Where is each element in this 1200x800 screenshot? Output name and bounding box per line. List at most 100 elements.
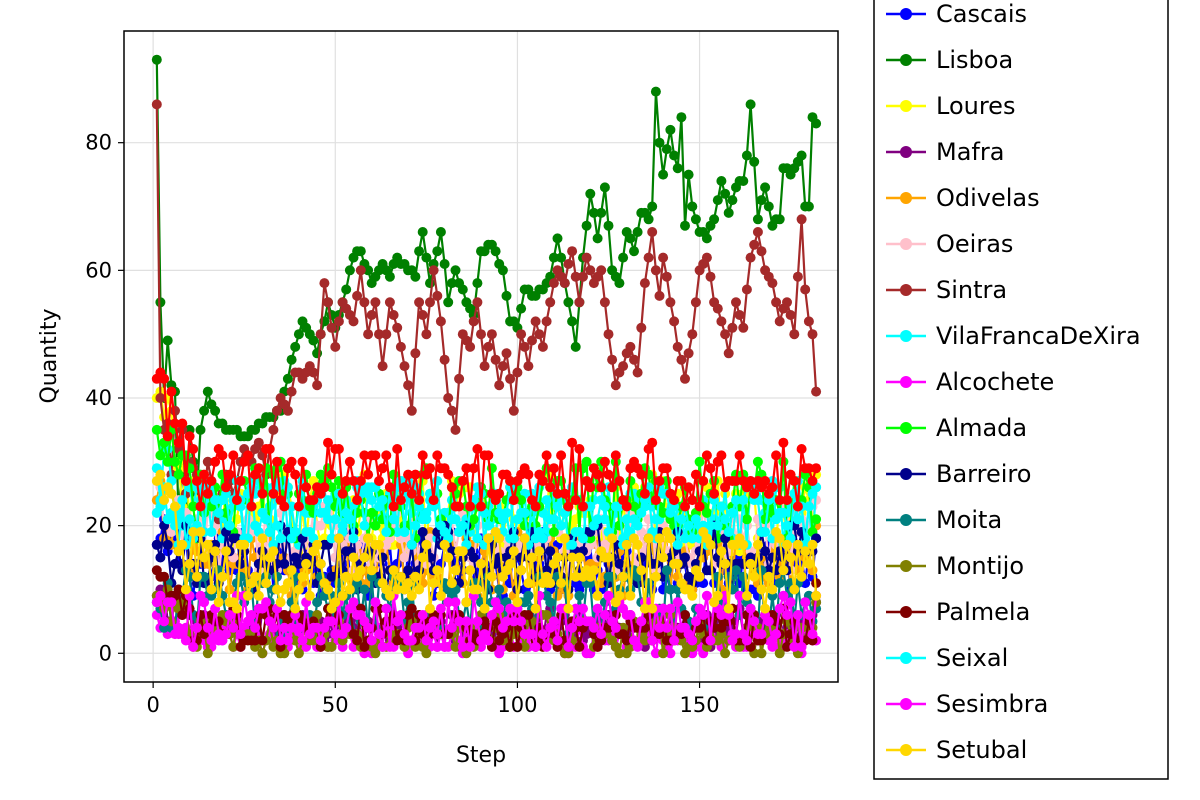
data-point	[279, 558, 290, 569]
data-point	[435, 316, 446, 327]
data-point	[720, 648, 731, 659]
data-point	[184, 514, 195, 525]
data-point	[377, 641, 388, 652]
data-point	[516, 565, 527, 576]
data-point	[658, 552, 669, 563]
data-point	[570, 603, 581, 614]
data-point	[359, 584, 370, 595]
data-point	[308, 335, 319, 346]
data-point	[363, 622, 374, 633]
data-point	[432, 629, 443, 640]
data-point	[355, 265, 366, 276]
data-point	[425, 463, 435, 474]
legend-swatch-marker	[900, 744, 912, 756]
data-point	[625, 590, 636, 601]
data-point	[669, 635, 680, 646]
data-point	[548, 527, 559, 537]
data-point	[680, 610, 690, 620]
data-point	[792, 271, 803, 282]
data-point	[468, 463, 479, 474]
data-point	[796, 571, 807, 582]
data-point	[180, 584, 191, 595]
data-point	[235, 558, 246, 569]
data-point	[811, 118, 822, 129]
data-point	[599, 297, 610, 308]
legend-swatch-marker	[900, 468, 912, 480]
data-point	[665, 603, 676, 614]
data-point	[333, 444, 344, 454]
data-point	[326, 533, 337, 544]
data-point	[541, 495, 552, 506]
data-point	[188, 641, 199, 652]
data-point	[508, 533, 519, 544]
data-point	[384, 482, 395, 493]
data-point	[654, 137, 665, 148]
data-point	[301, 482, 312, 493]
data-point	[782, 297, 792, 308]
data-point	[319, 482, 330, 493]
data-point	[596, 207, 607, 218]
data-point	[301, 558, 312, 569]
data-point	[694, 571, 705, 582]
data-point	[567, 246, 578, 257]
data-point	[792, 610, 803, 620]
data-point	[585, 501, 596, 512]
data-point	[752, 227, 763, 237]
data-point	[523, 361, 534, 372]
data-point	[752, 456, 763, 467]
data-point	[661, 463, 672, 474]
data-point	[348, 597, 359, 608]
data-point	[228, 622, 239, 633]
data-point	[366, 565, 377, 576]
data-point	[720, 188, 731, 199]
series-lisboa	[151, 54, 822, 531]
data-point	[374, 476, 384, 486]
data-point	[250, 635, 261, 646]
data-point	[731, 495, 741, 506]
data-point	[800, 284, 811, 295]
data-point	[778, 456, 789, 467]
data-point	[782, 610, 792, 620]
legend-label: Sintra	[936, 276, 1007, 304]
data-point	[221, 629, 231, 640]
data-point	[191, 622, 202, 633]
data-point	[734, 310, 745, 320]
data-point	[567, 437, 578, 448]
data-point	[406, 603, 417, 614]
data-point	[403, 380, 414, 391]
data-point	[738, 495, 749, 506]
data-point	[803, 501, 814, 512]
data-point	[170, 418, 180, 429]
data-point	[468, 552, 479, 563]
data-point	[731, 565, 741, 576]
data-point	[414, 622, 425, 633]
legend-item: Alcochete	[886, 368, 1054, 396]
legend-item: Almada	[886, 414, 1027, 442]
data-point	[355, 565, 366, 576]
data-point	[188, 444, 199, 454]
data-point	[465, 341, 476, 352]
data-point	[290, 527, 301, 537]
data-point	[494, 488, 505, 499]
data-point	[727, 322, 738, 333]
data-point	[771, 450, 782, 461]
data-point	[428, 616, 439, 627]
legend-label: Lisboa	[936, 46, 1013, 74]
data-point	[756, 648, 767, 659]
data-point	[388, 501, 399, 512]
data-point	[694, 456, 705, 467]
data-point	[341, 284, 352, 295]
data-point	[414, 584, 425, 595]
data-point	[599, 501, 610, 512]
data-point	[811, 514, 822, 525]
data-point	[782, 495, 792, 506]
y-tick-label: 20	[85, 514, 112, 538]
data-point	[774, 533, 785, 544]
data-point	[523, 610, 534, 620]
data-point	[166, 597, 177, 608]
legend-label: Montijo	[936, 552, 1024, 580]
data-point	[519, 641, 530, 652]
data-point	[599, 182, 610, 193]
data-point	[618, 571, 629, 582]
data-point	[279, 501, 290, 512]
